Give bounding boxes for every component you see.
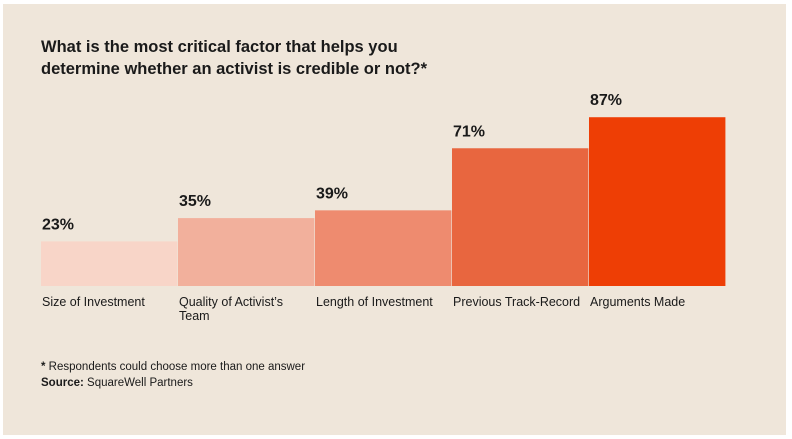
source-text: SquareWell Partners [84,377,193,389]
footnote-note: * Respondents could choose more than one… [41,361,305,373]
category-label-5-line-1: Arguments Made [590,295,685,309]
category-label-5: Arguments Made [590,295,685,309]
category-label-2-line-1: Quality of Activist’s [179,295,283,309]
footnote-source: Source: SquareWell Partners [41,377,193,389]
value-label-1: 23% [42,216,74,233]
bar-4 [452,148,589,286]
source-label: Source: [41,377,84,389]
value-label-4: 71% [453,123,485,140]
chart: What is the most critical factor that he… [41,38,726,389]
category-label-3: Length of Investment [316,295,433,309]
category-label-4: Previous Track-Record [453,295,580,309]
category-label-3-line-1: Length of Investment [316,295,433,309]
category-label-2-line-2: Team [179,309,210,323]
footnote-asterisk: * [41,361,46,373]
category-label-1-line-1: Size of Investment [42,295,145,309]
category-label-4-line-1: Previous Track-Record [453,295,580,309]
bar-1 [41,241,178,286]
chart-panel: What is the most critical factor that he… [3,4,786,435]
value-label-3: 39% [316,185,348,202]
chart-title-line-2: determine whether an activist is credibl… [41,60,428,78]
bars-layer: 23% Size of Investment 35% Quality of Activ… [41,92,726,323]
value-label-2: 35% [179,193,211,210]
bar-2 [178,218,315,286]
bar-3 [315,210,452,286]
category-label-1: Size of Investment [42,295,145,309]
footnote-note-text: Respondents could choose more than one a… [45,361,305,373]
category-label-2: Quality of Activist’s Team [179,295,283,323]
bar-5 [589,117,726,286]
value-label-5: 87% [590,92,622,109]
chart-title-line-1: What is the most critical factor that he… [41,38,398,56]
